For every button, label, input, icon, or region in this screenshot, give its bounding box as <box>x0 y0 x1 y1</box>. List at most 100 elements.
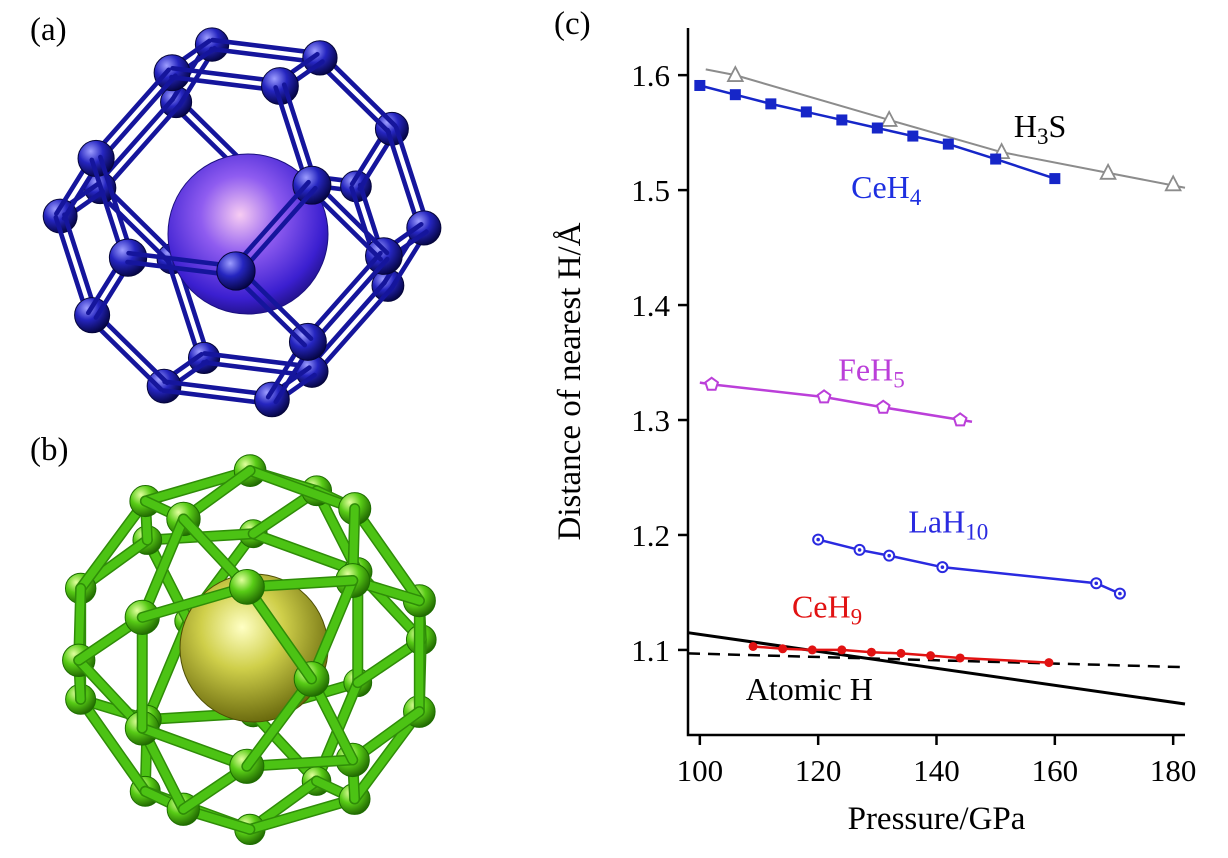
marker-pentagon-open <box>952 412 968 427</box>
bond-stick-core <box>141 466 255 506</box>
marker-square <box>942 138 954 150</box>
bond-stick <box>210 37 323 56</box>
series-label-CeH4: CeH4 <box>851 169 922 210</box>
bond-stick <box>302 250 383 342</box>
series-line <box>687 631 1186 706</box>
bond-stick-core <box>242 582 316 683</box>
bond-stick <box>393 125 431 229</box>
bond-stick <box>94 188 172 265</box>
marker-circle <box>748 641 758 651</box>
marker-triangle-open <box>1164 174 1183 192</box>
marker-circle <box>778 644 788 654</box>
axis-spines <box>686 28 1185 737</box>
hydrogen-atom-sphere <box>288 322 327 361</box>
x-tick-label: 180 <box>1150 753 1197 788</box>
bond-stick <box>101 102 182 194</box>
marker-square <box>800 106 812 118</box>
marker-circle-center-dot <box>887 553 891 558</box>
series-H3S <box>705 65 1186 192</box>
series-LaH10 <box>812 533 1126 600</box>
marker-circle <box>926 651 936 661</box>
hydrogen-atom-sphere <box>153 54 191 92</box>
marker-pentagon-open <box>816 389 832 404</box>
x-tick-label: 100 <box>677 753 724 788</box>
bond-stick-core <box>138 582 251 622</box>
hydrogen-atom-sphere <box>365 237 403 275</box>
panel-label-c: (c) <box>554 6 591 42</box>
series-label-CeH9: CeH9 <box>792 588 862 629</box>
marker-square <box>1049 173 1061 185</box>
marker-square <box>765 98 777 110</box>
cage-panels-canvas <box>42 27 442 846</box>
series-label-FeH5: FeH5 <box>838 352 905 393</box>
y-tick-label: 1.2 <box>631 518 670 553</box>
x-axis-label: Pressure/GPa <box>848 801 1026 837</box>
marker-circle <box>866 647 876 657</box>
bond-stick <box>162 379 275 398</box>
cage-structure-a <box>42 27 442 418</box>
marker-circle <box>955 653 965 663</box>
marker-circle-center-dot <box>1118 591 1122 596</box>
series-line <box>699 84 1056 180</box>
y-tick-label: 1.6 <box>631 58 670 93</box>
bond-stick-core <box>249 709 321 786</box>
marker-circle <box>807 645 817 655</box>
y-axis-label: Distance of nearest H/Å <box>551 222 588 540</box>
hydrogen-atom-sphere <box>302 40 338 76</box>
marker-triangle-open <box>1099 162 1117 180</box>
marker-circle <box>896 648 906 658</box>
hydrogen-atom-sphere <box>194 27 230 62</box>
series-CeH9 <box>748 641 1054 668</box>
marker-circle <box>837 645 847 655</box>
bond-stick <box>385 127 422 232</box>
series-label-AtomicH: Atomic H <box>746 671 873 707</box>
marker-triangle-open <box>726 65 745 82</box>
marker-pentagon-open <box>875 399 891 414</box>
bond-stick-core <box>242 755 357 771</box>
marker-circle-center-dot <box>816 537 820 542</box>
marker-square <box>907 130 919 142</box>
x-tick-label: 160 <box>1032 753 1079 788</box>
bond-stick-core <box>138 514 188 622</box>
series-AtomicH <box>687 631 1186 706</box>
bond-stick <box>209 46 322 65</box>
series-dashed-reference <box>687 652 1186 669</box>
x-tick-label: 140 <box>913 753 960 788</box>
marker-pentagon-open <box>704 376 720 391</box>
marker-square <box>871 122 883 134</box>
series-CeH4 <box>694 79 1061 185</box>
y-tick-label: 1.5 <box>631 173 670 208</box>
hydrogen-atom-sphere <box>216 251 256 291</box>
y-tick-label: 1.1 <box>631 633 670 668</box>
marker-square <box>729 89 741 101</box>
bond-stick-core <box>76 695 150 796</box>
bond-stick-core <box>350 504 424 605</box>
marker-square <box>990 153 1002 165</box>
bond-stick-core <box>245 794 359 834</box>
bond-stick-core <box>76 497 150 593</box>
bond-stick <box>202 351 315 370</box>
cage-structure-b <box>62 454 437 846</box>
series-line <box>687 652 1186 669</box>
marker-circle <box>1044 658 1054 668</box>
series-line <box>705 68 1186 189</box>
y-tick-label: 1.4 <box>631 288 670 323</box>
bond-stick-core <box>246 466 359 513</box>
hydrogen-atom-sphere <box>229 569 265 605</box>
marker-circle-center-dot <box>940 565 945 569</box>
hydrogen-atom-sphere <box>108 238 148 277</box>
y-tick-label: 1.3 <box>631 403 670 438</box>
pressure-distance-chart: 100 120 140 160 180 1.1 1.2 1.3 1.4 1.5 1.6 Pressur… <box>551 28 1196 837</box>
panel-label-a: (a) <box>30 12 67 48</box>
series-FeH5 <box>699 376 973 427</box>
marker-circle-center-dot <box>857 548 862 552</box>
bond-stick <box>313 286 394 377</box>
marker-square <box>836 114 848 126</box>
marker-square <box>694 79 706 91</box>
bond-stick-core <box>138 724 251 771</box>
bond-stick <box>165 257 203 362</box>
marker-circle-center-dot <box>1094 581 1099 586</box>
plot-axes: 100 120 140 160 180 1.1 1.2 1.3 1.4 1.5 1.6 Pressur… <box>551 28 1196 837</box>
bond-stick-core <box>249 529 362 576</box>
